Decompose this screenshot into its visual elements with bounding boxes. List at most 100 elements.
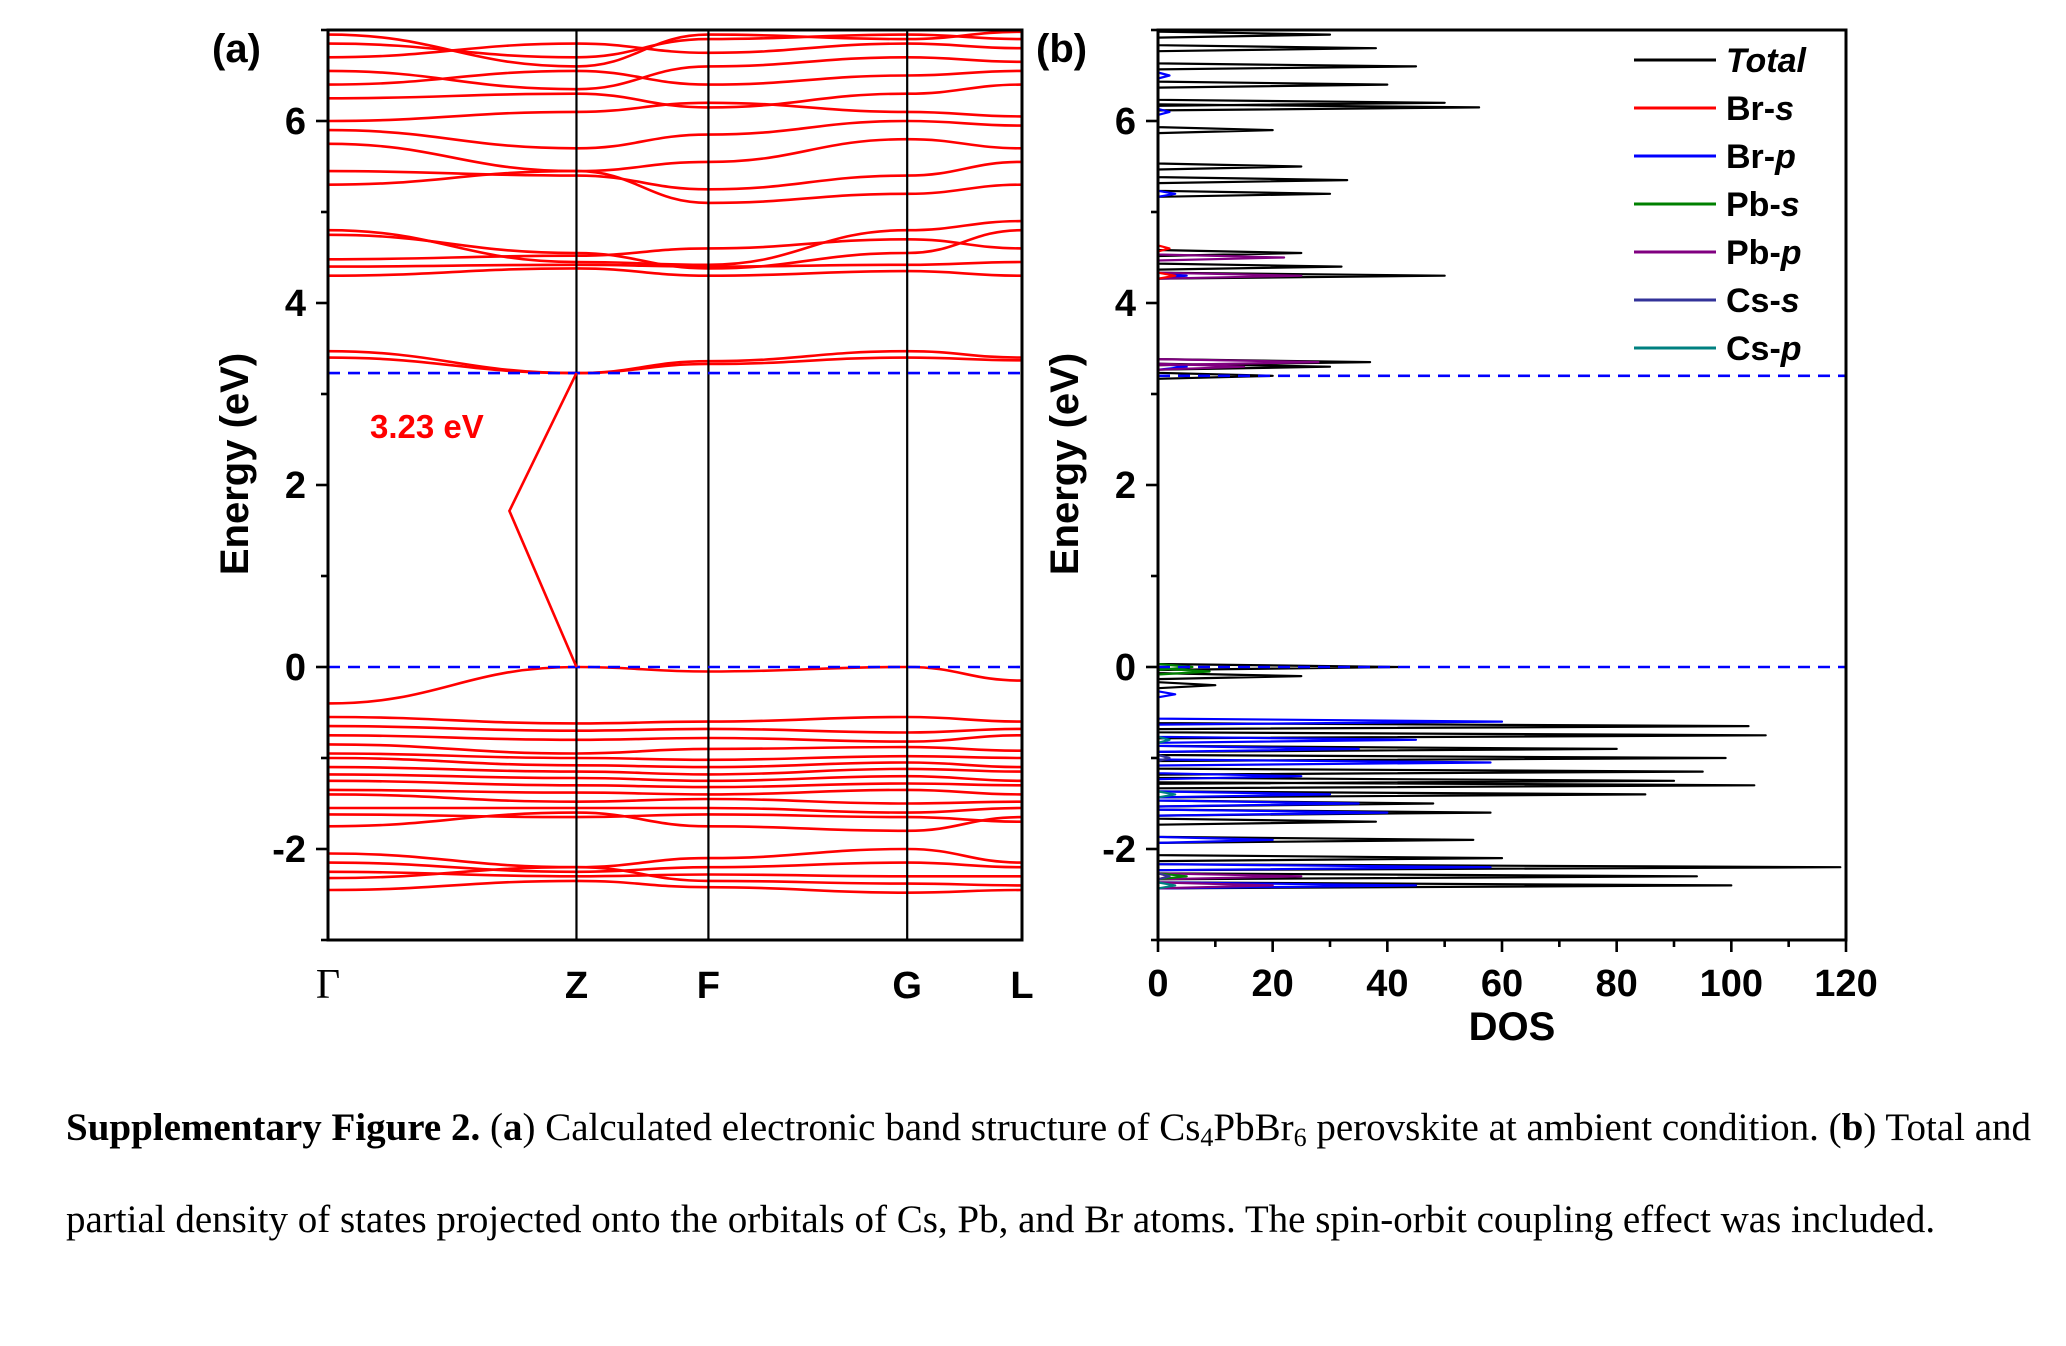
legend-label-prefix: Pb- — [1726, 186, 1781, 224]
y-tick-label: 6 — [285, 101, 306, 143]
caption-sub-6: 6 — [1293, 1123, 1307, 1152]
x-tick-label: 120 — [1814, 963, 1877, 1005]
x-tick-label: 0 — [1147, 963, 1168, 1005]
panel-a-label: (a) — [212, 27, 261, 71]
legend-label-orbital: s — [1781, 282, 1800, 320]
legend-label-prefix: Cs- — [1726, 282, 1781, 320]
y-axis-title: Energy (eV) — [213, 353, 257, 575]
band-v4 — [327, 734, 1023, 743]
caption-b-tag: b — [1841, 1106, 1864, 1149]
k-point-label: Γ — [316, 962, 340, 1008]
legend-label-Pb-p: Pb-p — [1726, 234, 1802, 272]
legend-label-orbital: p — [1780, 330, 1802, 368]
x-tick-label: 80 — [1596, 963, 1638, 1005]
x-axis-title: DOS — [1469, 1005, 1556, 1049]
band-v16 — [327, 847, 1023, 869]
band-v12 — [327, 793, 1023, 805]
band-gap-label: 3.23 eV — [370, 408, 484, 445]
caption-a-before: Calculated electronic band structure of … — [535, 1106, 1201, 1149]
legend-label-orbital: p — [1780, 234, 1802, 272]
y-axis-ticks: -2 0 2 4 6 — [1102, 28, 1158, 942]
band-c15 — [327, 55, 1023, 91]
y-tick-label: 6 — [1115, 101, 1136, 143]
legend-label-Br-s: Br-s — [1726, 90, 1794, 128]
dos-series-Br-p — [1156, 30, 1504, 940]
high-symmetry-lines — [575, 30, 909, 940]
band-v6 — [327, 752, 1023, 762]
caption-a-tag: a — [502, 1106, 523, 1149]
band-structure-panel: (a) 3.23 eV -2 0 2 4 6 Γ Z F G L Energy (eV) — [212, 27, 1034, 1008]
y-tick-label: 4 — [1115, 283, 1136, 325]
legend-label-Cs-p: Cs-p — [1726, 330, 1802, 368]
band-v17 — [327, 861, 1023, 874]
band-c18 — [327, 30, 1023, 68]
legend-label-Pb-s: Pb-s — [1726, 186, 1800, 224]
k-point-label: L — [1010, 965, 1033, 1007]
legend-label-prefix: Br- — [1726, 90, 1775, 128]
caption-sub-4: 4 — [1200, 1123, 1214, 1152]
band-c9 — [327, 160, 1023, 191]
x-tick-label: 100 — [1700, 963, 1763, 1005]
figure-canvas: (a) 3.23 eV -2 0 2 4 6 Γ Z F G L Energy (eV) (b)… — [212, 27, 1878, 1049]
y-axis-ticks: -2 0 2 4 6 — [272, 28, 328, 942]
figure-caption: Supplementary Figure 2. (a) Calculated e… — [66, 1106, 2032, 1241]
reference-lines — [1158, 374, 1846, 669]
band-c1 — [327, 349, 1023, 375]
legend-label-prefix: Pb- — [1726, 234, 1781, 272]
band-v1 — [327, 665, 1023, 705]
dos-series-Br-s — [1156, 30, 1177, 940]
band-c8 — [327, 169, 1023, 205]
x-axis-ticks: 0 20 40 60 80 100 120 — [1147, 940, 1878, 1005]
band-v9 — [327, 773, 1023, 783]
dos-series-Pb-s — [1156, 30, 1211, 940]
dos-series-Total — [1156, 30, 1842, 940]
y-tick-label: 2 — [1115, 465, 1136, 507]
k-point-label: Z — [565, 965, 588, 1007]
band-c3 — [327, 267, 1023, 278]
band-c10 — [327, 137, 1023, 173]
legend-label-Total: Total — [1726, 42, 1808, 80]
caption-a-after: perovskite at ambient condition. ( — [1306, 1106, 1842, 1149]
dos-panel: (b) -2 0 2 4 6 0 20 40 60 80 100 120 DOS Energy (e… — [1036, 27, 1878, 1049]
band-v10 — [327, 779, 1023, 789]
band-v5 — [327, 743, 1023, 755]
band-v2 — [327, 715, 1023, 725]
x-tick-label: 60 — [1481, 963, 1523, 1005]
caption-lead: Supplementary Figure 2. — [66, 1106, 481, 1149]
y-tick-label: -2 — [272, 829, 306, 871]
dos-series-Cs-p — [1156, 30, 1177, 940]
y-axis-title: Energy (eV) — [1043, 353, 1087, 575]
caption-b-text: ) Total and partial density of states pr… — [66, 1106, 2032, 1241]
panel-b-label: (b) — [1036, 27, 1087, 71]
legend-label-Cs-s: Cs-s — [1726, 282, 1800, 320]
reference-lines — [328, 371, 1022, 669]
y-tick-label: 0 — [1115, 647, 1136, 689]
legend-label-orbital: s — [1781, 186, 1800, 224]
legend-label-Br-p: Br-p — [1726, 138, 1796, 176]
k-point-label: G — [892, 965, 922, 1007]
band-gap-arrow — [507, 372, 578, 668]
band-v8 — [327, 765, 1023, 776]
legend-label-orbital: p — [1774, 138, 1796, 176]
y-tick-label: -2 — [1102, 829, 1136, 871]
y-tick-label: 4 — [285, 283, 306, 325]
band-lines — [327, 30, 1023, 895]
legend-label-prefix: Cs- — [1726, 330, 1781, 368]
legend-label-prefix: Br- — [1726, 138, 1775, 176]
dos-series-Cs-s — [1156, 30, 1171, 940]
band-v13 — [327, 806, 1023, 814]
band-v11 — [327, 788, 1023, 796]
y-tick-label: 2 — [285, 465, 306, 507]
legend-label-orbital: s — [1775, 90, 1794, 128]
x-tick-label: 40 — [1366, 963, 1408, 1005]
x-tick-label: 20 — [1252, 963, 1294, 1005]
band-v3 — [327, 724, 1023, 734]
k-point-label: F — [697, 965, 720, 1007]
y-tick-label: 0 — [285, 647, 306, 689]
caption-a-mid: PbBr — [1213, 1106, 1294, 1149]
band-c7 — [327, 219, 1023, 267]
gap-arrow-line — [507, 372, 578, 668]
band-c11 — [327, 119, 1023, 150]
